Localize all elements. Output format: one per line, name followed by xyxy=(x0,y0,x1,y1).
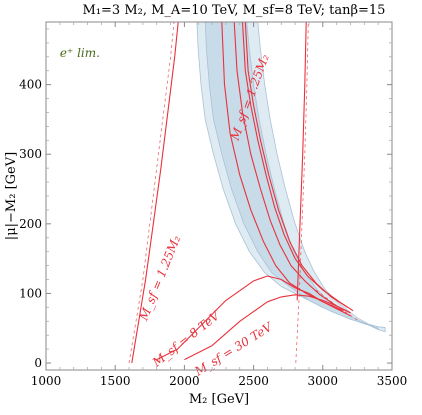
band-inner xyxy=(204,21,379,331)
x-ticks: 1000 1500 2000 2500 3000 3500 xyxy=(31,22,408,388)
series-line-7 xyxy=(221,21,344,312)
y-tick-label: 200 xyxy=(19,217,42,231)
series-line-2 xyxy=(131,21,179,364)
y-tick-label: 400 xyxy=(19,78,42,92)
chart-title: M₁=3 M₂, M_A=10 TeV, M_sf=8 TeV; tanβ=15 xyxy=(83,3,386,18)
y-axis-label: |μ|−M₂ [GeV] xyxy=(4,152,19,240)
series-line-6 xyxy=(184,294,351,361)
series-line-3 xyxy=(295,21,309,364)
plot-series xyxy=(128,21,358,364)
y-tick-label: 300 xyxy=(19,147,42,161)
x-tick-label: 3500 xyxy=(377,374,408,388)
plot-bands xyxy=(196,21,386,333)
x-tick-label: 2000 xyxy=(169,374,200,388)
series-line-11 xyxy=(315,289,358,321)
x-tick-label: 1000 xyxy=(31,374,62,388)
series-line-10 xyxy=(244,21,348,308)
x-tick-label: 2500 xyxy=(238,374,269,388)
series-line-4 xyxy=(296,21,307,301)
annotation-5: e⁺ lim. xyxy=(60,46,100,60)
x-tick-label: 3000 xyxy=(308,374,339,388)
y-tick-label: 0 xyxy=(34,356,42,370)
y-tick-label: 100 xyxy=(19,286,42,300)
x-tick-label: 1500 xyxy=(100,374,131,388)
x-axis-label: M₂ [GeV] xyxy=(189,392,249,407)
series-line-8 xyxy=(233,21,351,314)
y-ticks: 0 100 200 300 400 xyxy=(19,28,392,370)
series-line-1 xyxy=(128,21,175,364)
